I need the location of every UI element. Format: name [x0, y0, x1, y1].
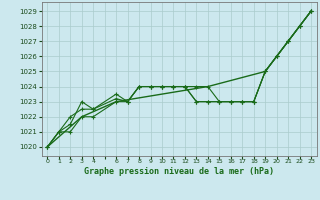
X-axis label: Graphe pression niveau de la mer (hPa): Graphe pression niveau de la mer (hPa) [84, 167, 274, 176]
